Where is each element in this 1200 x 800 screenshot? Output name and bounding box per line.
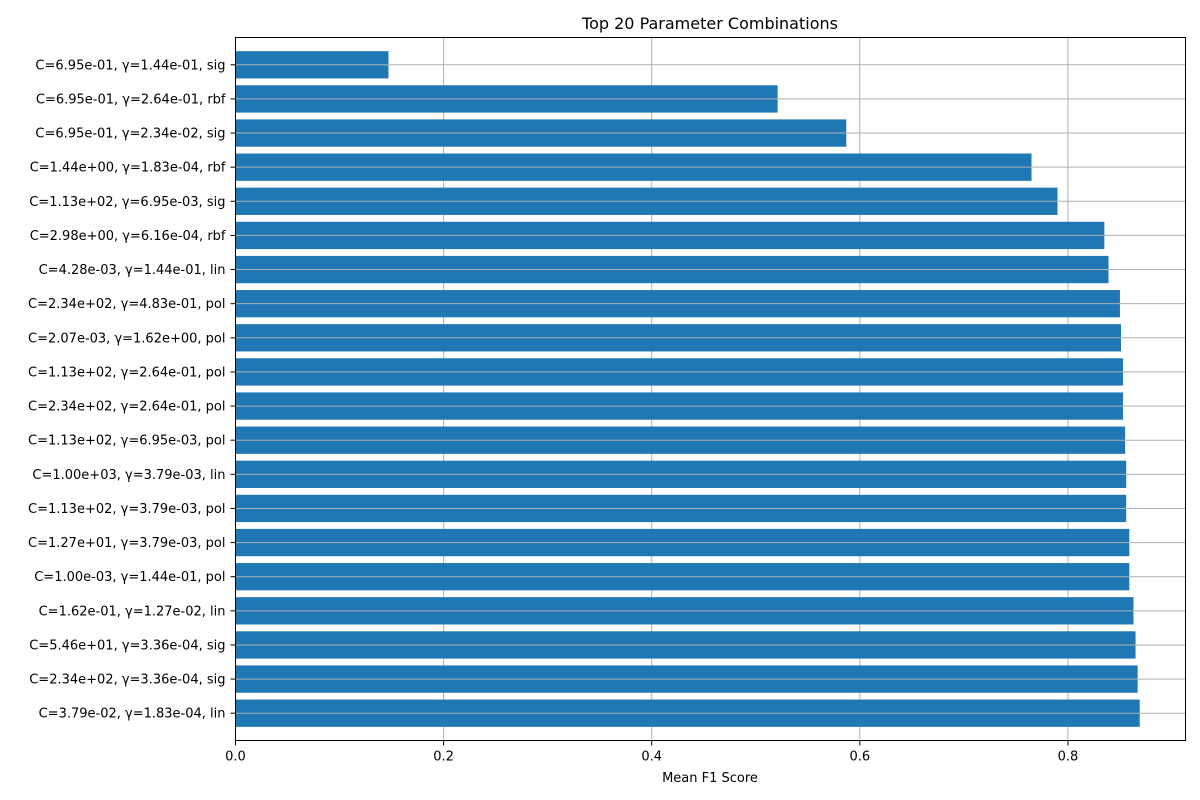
y-tick-label: C=2.34e+02, γ=4.83e-01, pol (28, 297, 225, 312)
x-tick-label: 0.6 (849, 750, 870, 765)
y-tick-label: C=1.13e+02, γ=6.95e-03, sig (29, 195, 225, 210)
y-tick-label: C=2.34e+02, γ=3.36e-04, sig (29, 673, 225, 688)
y-tick-label: C=1.62e-01, γ=1.27e-02, lin (39, 604, 226, 619)
y-tick-label: C=1.44e+00, γ=1.83e-04, rbf (30, 161, 226, 176)
y-tick-label: C=1.13e+02, γ=3.79e-03, pol (28, 502, 225, 517)
y-axis: C=3.79e-02, γ=1.83e-04, lin C=2.34e+02, γ… (28, 58, 236, 722)
y-tick-label: C=2.07e-03, γ=1.62e+00, pol (28, 331, 225, 346)
x-axis: 0.0 0.2 0.4 0.6 0.8 (225, 740, 1079, 765)
y-tick-label: C=3.79e-02, γ=1.83e-04, lin (39, 707, 226, 722)
x-tick-label: 0.2 (433, 750, 454, 765)
plot-frame (235, 37, 1186, 741)
y-tick-label: C=5.46e+01, γ=3.36e-04, sig (29, 638, 225, 653)
y-tick-label: C=2.34e+02, γ=2.64e-01, pol (28, 400, 225, 415)
y-tick-label: C=1.00e+03, γ=3.79e-03, lin (32, 468, 225, 483)
y-tick-label: C=1.27e+01, γ=3.79e-03, pol (28, 536, 225, 551)
y-tick-label: C=2.98e+00, γ=6.16e-04, rbf (30, 229, 226, 244)
x-tick-label: 0.8 (1058, 750, 1079, 765)
x-tick-label: 0.0 (225, 750, 246, 765)
chart-title: Top 20 Parameter Combinations (581, 14, 838, 33)
y-tick-label: C=4.28e-03, γ=1.44e-01, lin (39, 263, 226, 278)
x-tick-label: 0.4 (641, 750, 662, 765)
y-tick-label: C=1.00e-03, γ=1.44e-01, pol (34, 570, 225, 585)
y-tick-label: C=1.13e+02, γ=2.64e-01, pol (28, 365, 225, 380)
y-tick-label: C=6.95e-01, γ=2.34e-02, sig (35, 127, 225, 142)
bars-layer (235, 51, 1186, 727)
y-tick-label: C=1.13e+02, γ=6.95e-03, pol (28, 434, 225, 449)
y-tick-label: C=6.95e-01, γ=2.64e-01, rbf (36, 92, 226, 107)
y-tick-label: C=6.95e-01, γ=1.44e-01, sig (35, 58, 225, 73)
x-axis-label: Mean F1 Score (662, 771, 758, 786)
